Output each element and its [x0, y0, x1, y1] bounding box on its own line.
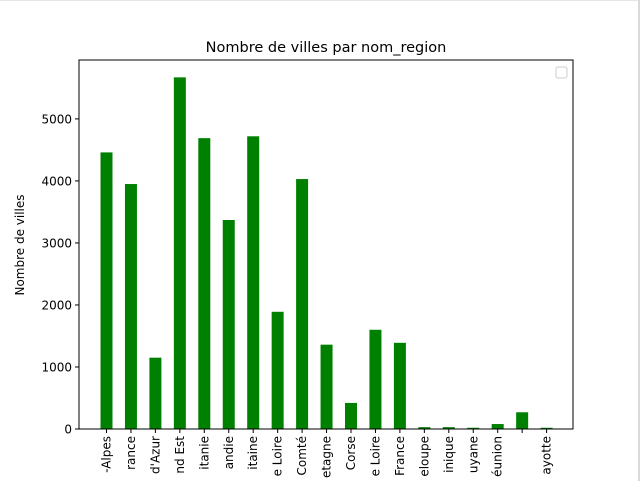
x-tick-label-8: Comté — [295, 436, 309, 476]
chart-title: Nombre de villes par nom_region — [206, 40, 447, 56]
legend-box — [555, 66, 568, 79]
x-tick-label-14: inique — [442, 436, 456, 473]
plot-area-frame — [78, 59, 574, 430]
x-tick-label-9: etagne — [320, 436, 334, 478]
y-tick-label-2: 2000 — [41, 298, 72, 312]
bar-9 — [320, 344, 333, 429]
bar-18 — [540, 427, 553, 429]
bar-8 — [296, 179, 309, 429]
bar-2 — [149, 357, 162, 429]
y-tick-label-5: 5000 — [41, 112, 72, 126]
x-tick-label-3: nd Est — [173, 436, 187, 474]
bar-12 — [393, 342, 406, 429]
x-tick-label-15: uyane — [466, 436, 480, 473]
y-tick-label-0: 0 — [64, 423, 72, 437]
bar-0 — [100, 152, 113, 429]
bars-group — [100, 77, 553, 430]
bar-4 — [198, 138, 211, 429]
y-axis-ticks: 0 1000 2000 3000 4000 5000 — [41, 112, 79, 437]
x-tick-label-1: rance — [124, 436, 138, 470]
x-tick-label-5: andie — [222, 436, 236, 469]
bar-3 — [173, 77, 186, 430]
y-tick-label-1: 1000 — [41, 360, 72, 374]
bar-14 — [442, 427, 455, 429]
x-tick-label-10: Corse — [344, 436, 358, 470]
x-tick-label-0: -Alpes — [100, 436, 114, 473]
bar-6 — [247, 136, 260, 429]
bar-5 — [222, 220, 235, 429]
bar-7 — [271, 311, 284, 429]
bar-1 — [124, 184, 137, 429]
x-tick-label-2: d'Azur — [148, 436, 162, 474]
x-tick-label-4: itanie — [197, 436, 211, 470]
y-tick-label-3: 3000 — [41, 236, 72, 250]
bar-13 — [418, 427, 431, 429]
bar-16 — [491, 424, 504, 429]
x-tick-label-16: éunion — [491, 436, 505, 477]
bar-10 — [345, 402, 357, 429]
x-tick-label-13: eloupe — [417, 436, 431, 477]
y-axis-label: Nombre de villes — [13, 194, 27, 295]
x-tick-label-12: France — [393, 436, 407, 476]
x-tick-label-7: e Loire — [271, 436, 285, 476]
window-top-edge — [0, 0, 640, 1]
x-tick-label-11: e Loire — [368, 436, 382, 476]
x-axis-ticks: -Alpes rance d'Azur nd Est itanie andie itaine… — [100, 429, 554, 478]
bar-15 — [467, 427, 480, 429]
x-tick-label-18: ayotte — [540, 436, 554, 475]
window-right-edge — [638, 0, 640, 481]
bar-17 — [516, 412, 529, 429]
y-tick-label-4: 4000 — [41, 174, 72, 188]
bar-11 — [369, 329, 382, 429]
x-tick-label-6: itaine — [246, 436, 260, 470]
